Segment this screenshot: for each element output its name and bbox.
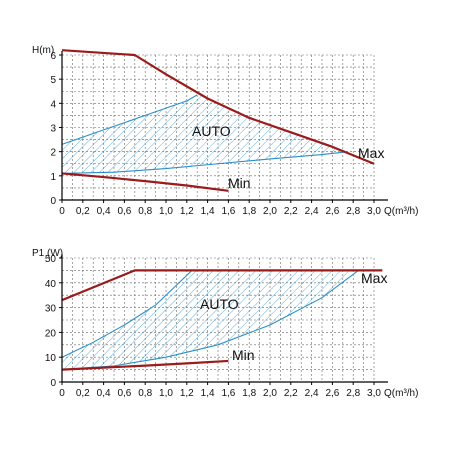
auto-upper-line — [61, 270, 193, 358]
series-line-min — [61, 359, 229, 371]
auto-region-fill — [62, 94, 348, 174]
y-tick-label: 30 — [45, 304, 57, 315]
series-label-min: Min — [232, 347, 255, 363]
x-tick-label: 2,8 — [346, 206, 360, 217]
x-tick-label: 1,8 — [242, 388, 256, 399]
x-tick-label: 2,6 — [325, 206, 339, 217]
y-tick-label: 3 — [50, 124, 56, 135]
x-tick-label: 1,8 — [242, 206, 256, 217]
x-tick-label: 0,8 — [138, 388, 152, 399]
y-tick-label: 4 — [50, 99, 56, 110]
y-tick-label: 40 — [45, 279, 57, 290]
auto-lower-line — [61, 151, 349, 174]
y-tick-label: 20 — [45, 328, 57, 339]
y-tick-label: 5 — [50, 75, 56, 86]
x-tick-label: 2,4 — [305, 388, 319, 399]
auto-region-label: AUTO — [192, 123, 231, 139]
power-chart: 0 0,2 0,4 0,6 0,8 1,0 1,2 1,4 1,6 1,8 2,0 2,2 2,4 2,6… — [32, 248, 418, 399]
x-tick-label: 1,6 — [221, 206, 235, 217]
auto-upper-line — [61, 94, 198, 145]
series-label-max: Max — [358, 145, 384, 161]
x-tick-label: 1,2 — [180, 388, 194, 399]
y-tick-label: 6 — [50, 51, 56, 62]
x-tick-label: 1,2 — [180, 206, 194, 217]
x-tick-label: 1,4 — [201, 206, 215, 217]
x-tick-label: 0,8 — [138, 206, 152, 217]
x-tick-label: 2,2 — [284, 206, 298, 217]
x-tick-label: 0,6 — [117, 206, 131, 217]
y-axis-title: P1 (W) — [32, 248, 63, 259]
y-tick-label: 0 — [50, 378, 56, 389]
x-tick-label: 3,0 — [367, 206, 381, 217]
x-tick-label: 0,2 — [76, 206, 90, 217]
x-tick-label: 2,0 — [263, 206, 277, 217]
auto-region-label: AUTO — [200, 296, 239, 312]
series-label-max: Max — [361, 270, 387, 286]
x-tick-label: 1,4 — [201, 388, 215, 399]
x-tick-label: 2,0 — [263, 388, 277, 399]
head-chart: 0 0,2 0,4 0,6 0,8 1,0 1,2 1,4 1,6 1,8 2,0 2,2 2,4 2,6… — [32, 45, 418, 217]
x-tick-label: 0,4 — [97, 206, 111, 217]
x-axis-title: Q(m³/h) — [384, 388, 418, 399]
y-tick-label: 1 — [50, 172, 56, 183]
series-label-min: Min — [228, 175, 251, 191]
x-tick-label: 1,0 — [159, 388, 173, 399]
x-tick-label: 2,4 — [305, 206, 319, 217]
x-tick-label: 0,4 — [97, 388, 111, 399]
y-tick-label: 10 — [45, 353, 57, 364]
x-tick-label: 2,6 — [325, 388, 339, 399]
x-tick-label: 1,0 — [159, 206, 173, 217]
x-tick-label: 1,6 — [221, 388, 235, 399]
series-line-max — [61, 49, 375, 165]
y-axis-title: H(m) — [32, 45, 54, 56]
y-tick-label: 0 — [50, 196, 56, 207]
x-tick-label: 0 — [59, 206, 65, 217]
y-tick-label: 50 — [45, 254, 57, 265]
y-tick-label: 2 — [50, 148, 56, 159]
x-tick-label: 0 — [59, 388, 65, 399]
x-tick-label: 2,8 — [346, 388, 360, 399]
auto-region-fill — [62, 270, 359, 370]
x-tick-label: 3,0 — [367, 388, 381, 399]
x-tick-label: 2,2 — [284, 388, 298, 399]
x-tick-label: 0,6 — [117, 388, 131, 399]
auto-lower-line — [61, 269, 359, 371]
series-line-max — [61, 269, 383, 302]
x-tick-label: 0,2 — [76, 388, 90, 399]
x-axis-title: Q(m³/h) — [384, 206, 418, 217]
series-line-min — [61, 172, 229, 192]
